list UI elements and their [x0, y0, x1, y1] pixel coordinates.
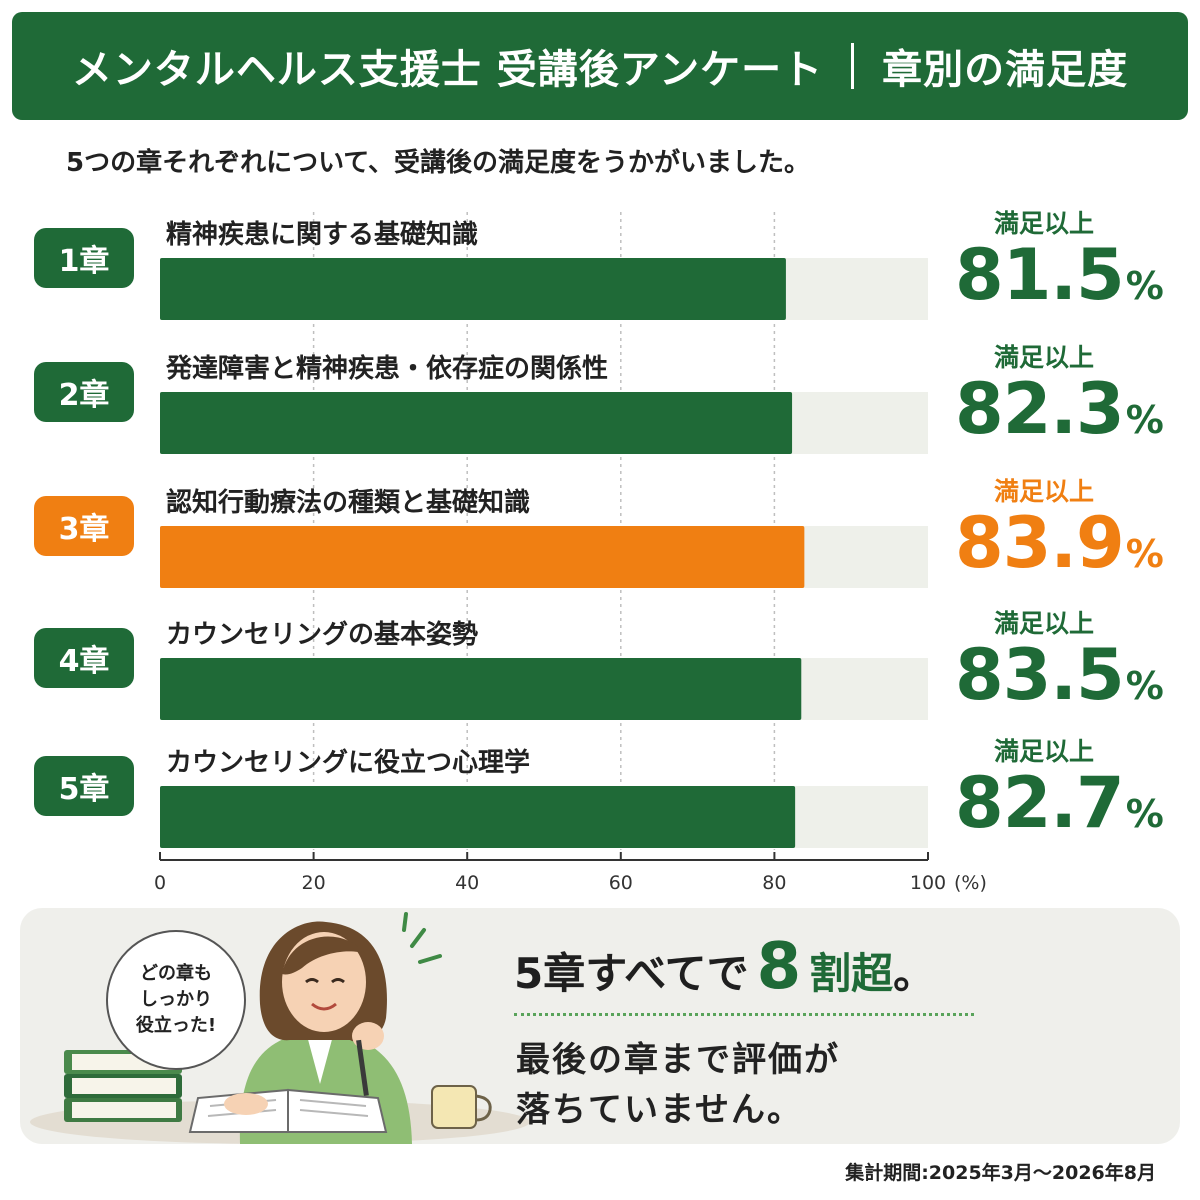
- chapter-badge: 5章: [34, 756, 134, 816]
- mug-icon: [431, 1085, 492, 1129]
- title-main: メンタルヘルス支援士 受講後アンケート: [71, 47, 824, 93]
- open-book-icon: [188, 1088, 388, 1133]
- summary-body-line: 落ちていません。: [516, 1090, 803, 1130]
- bar-chart: [159, 212, 929, 861]
- headline-end: 。: [893, 949, 936, 998]
- headline-pre: 5章すべてで: [514, 949, 749, 998]
- x-tick-label: 40: [455, 872, 480, 894]
- headline-unit: 割超: [809, 949, 894, 998]
- chapter-badge: 1章: [34, 228, 134, 288]
- value-caption: 満足以上: [993, 209, 1094, 238]
- chapter-title: 発達障害と精神疾患・依存症の関係性: [166, 354, 609, 384]
- summary-headline: 5章すべてで 8 割超。: [514, 930, 935, 1004]
- bar: [160, 258, 786, 320]
- data-label: 81.5%: [955, 234, 1164, 316]
- x-tick-label: 20: [301, 872, 326, 894]
- bar: [160, 392, 793, 454]
- bar: [160, 526, 805, 588]
- chart-subtitle: 5つの章それぞれについて、受講後の満足度をうかがいました。: [66, 148, 811, 178]
- chapter-badge: 2章: [34, 362, 134, 422]
- chapter-badge: 4章: [34, 628, 134, 688]
- x-unit-label: (%): [954, 872, 987, 894]
- chapter-title: カウンセリングに役立つ心理学: [166, 748, 531, 778]
- title-sub: 章別の満足度: [882, 47, 1129, 93]
- value-caption: 満足以上: [993, 737, 1094, 766]
- woman-reading-illustration: [30, 912, 530, 1144]
- bar: [160, 786, 796, 848]
- value-caption: 満足以上: [993, 477, 1094, 506]
- data-label: 82.3%: [955, 368, 1164, 450]
- data-label: 82.7%: [955, 762, 1164, 844]
- title-banner: メンタルヘルス支援士 受講後アンケート 章別の満足度: [12, 12, 1188, 120]
- chapter-title: カウンセリングの基本姿勢: [166, 620, 479, 650]
- value-caption: 満足以上: [993, 343, 1094, 372]
- x-tick-label: 0: [153, 872, 167, 894]
- bar: [160, 658, 802, 720]
- x-tick-label: 60: [608, 872, 633, 894]
- headline-number: 8: [756, 930, 802, 1004]
- chapter-badge: 3章: [34, 496, 134, 556]
- data-label: 83.9%: [955, 502, 1164, 584]
- x-tick-label: 80: [762, 872, 787, 894]
- dotted-divider: [514, 1013, 974, 1016]
- speech-bubble: どの章も しっかり 役立った!: [106, 930, 246, 1070]
- bubble-line: どの章も: [140, 962, 212, 984]
- data-label: 83.5%: [955, 634, 1164, 716]
- bubble-line: 役立った!: [135, 1015, 217, 1037]
- title-divider: [851, 43, 855, 89]
- chapter-title: 認知行動療法の種類と基礎知識: [166, 488, 531, 518]
- value-caption: 満足以上: [993, 609, 1094, 638]
- chapter-title: 精神疾患に関する基礎知識: [166, 220, 479, 250]
- summary-body-line: 最後の章まで評価が: [516, 1040, 840, 1080]
- x-tick-label: 100: [909, 872, 947, 894]
- survey-period: 集計期間:2025年3月〜2026年8月: [845, 1162, 1156, 1184]
- bubble-line: しっかり: [140, 988, 212, 1010]
